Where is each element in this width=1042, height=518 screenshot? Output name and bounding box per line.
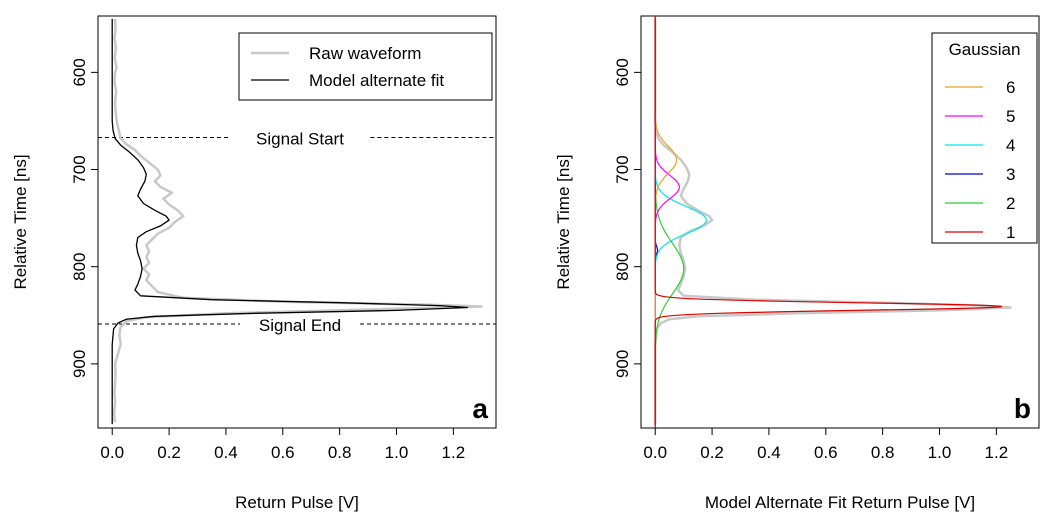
y-tick-label: 700 xyxy=(613,155,632,183)
x-tick-label: 0.2 xyxy=(157,443,181,462)
x-tick-label: 0.0 xyxy=(100,443,124,462)
series-line-model-fit xyxy=(111,18,469,425)
legend-label: Raw waveform xyxy=(309,44,421,63)
reference-line-label: Signal Start xyxy=(256,129,344,148)
x-tick-label: 0.0 xyxy=(643,443,667,462)
x-axis-title: Return Pulse [V] xyxy=(235,493,359,512)
x-tick-label: 1.2 xyxy=(442,443,466,462)
panel-letter: a xyxy=(472,393,488,424)
y-tick-label: 900 xyxy=(613,350,632,378)
gaussian-curve-4 xyxy=(654,16,707,428)
legend-label: Model alternate fit xyxy=(309,71,444,90)
series-line-raw-waveform xyxy=(112,18,484,423)
legend-label: 2 xyxy=(1006,194,1015,213)
gaussian-curve-5 xyxy=(654,16,680,428)
x-tick-label: 0.2 xyxy=(700,443,724,462)
y-tick-label: 600 xyxy=(70,58,89,86)
x-tick-label: 0.8 xyxy=(328,443,352,462)
data-layer xyxy=(98,18,496,425)
legend-label: 4 xyxy=(1006,136,1015,155)
x-tick-label: 0.4 xyxy=(214,443,238,462)
legend-label: 6 xyxy=(1006,78,1015,97)
y-axis-title: Relative Time [ns] xyxy=(11,154,30,289)
x-axis-title: Model Alternate Fit Return Pulse [V] xyxy=(705,493,975,512)
legend-box xyxy=(238,32,493,101)
legend-title: Gaussian xyxy=(949,40,1021,59)
x-tick-label: 1.0 xyxy=(928,443,952,462)
x-tick-label: 0.6 xyxy=(271,443,295,462)
legend-box xyxy=(931,32,1038,244)
plot-frame xyxy=(97,15,497,429)
gaussian-curve-6 xyxy=(654,16,678,428)
x-tick-label: 1.2 xyxy=(985,443,1009,462)
panel-letter: b xyxy=(1014,393,1031,424)
reference-line-label: Signal End xyxy=(259,316,341,335)
x-tick-label: 0.8 xyxy=(871,443,895,462)
gaussian-curve-2 xyxy=(654,16,685,428)
data-layer xyxy=(653,16,1012,428)
y-axis-title: Relative Time [ns] xyxy=(554,154,573,289)
series-line-model-fit-background xyxy=(653,18,1012,425)
legend-label: 5 xyxy=(1006,107,1015,126)
gaussian-curve-1 xyxy=(654,16,1003,428)
plot-frame xyxy=(640,15,1040,429)
y-tick-label: 800 xyxy=(70,253,89,281)
x-tick-label: 1.0 xyxy=(385,443,409,462)
legend-label: 1 xyxy=(1006,223,1015,242)
y-tick-label: 900 xyxy=(70,350,89,378)
x-tick-label: 0.6 xyxy=(814,443,838,462)
legend-label: 3 xyxy=(1006,165,1015,184)
panel-a: 0.0 0.2 0.4 0.6 0.8 1.0 1.2 600 700 800 900 Return … xyxy=(11,15,497,512)
x-tick-label: 0.4 xyxy=(757,443,781,462)
y-tick-label: 600 xyxy=(613,58,632,86)
panel-b: 0.0 0.2 0.4 0.6 0.8 1.0 1.2 600 700 800 900 Model A… xyxy=(554,15,1040,512)
y-tick-label: 800 xyxy=(613,253,632,281)
y-tick-label: 700 xyxy=(70,155,89,183)
